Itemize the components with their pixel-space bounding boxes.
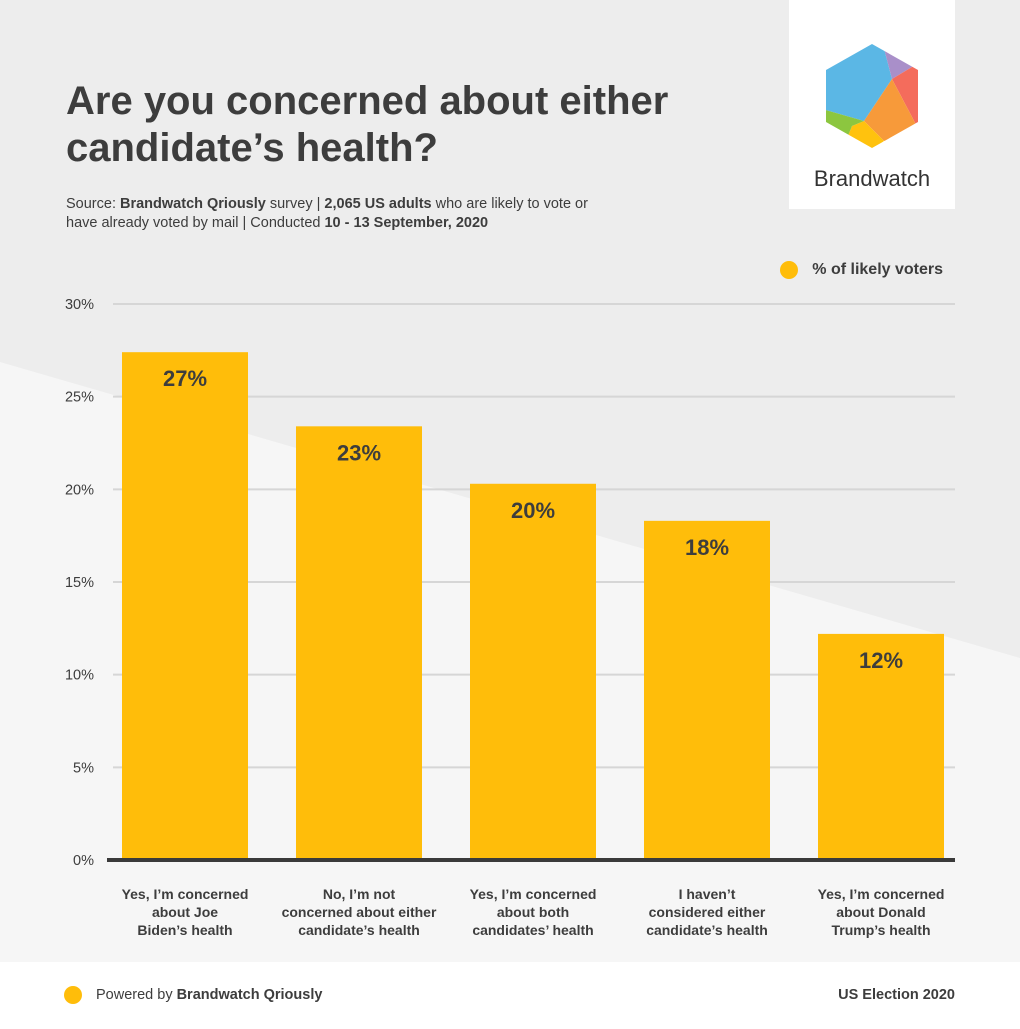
footer: Powered by Brandwatch Qriously US Electi… — [0, 962, 1020, 1029]
category-label-line: No, I’m not — [323, 886, 396, 902]
category-label-line: I haven’t — [679, 886, 736, 902]
category-label: I haven’t considered either candidate’s he… — [646, 886, 768, 938]
category-label-line: considered either — [649, 904, 766, 920]
data-label: 20% — [511, 498, 555, 523]
category-label-line: concerned about either — [282, 904, 437, 920]
bar — [818, 633, 944, 860]
brand-logo-text: Brandwatch — [813, 166, 931, 191]
category-label-line: Biden’s health — [137, 922, 232, 938]
category-label-line: Trump’s health — [831, 922, 930, 938]
footer-powered-brand: Brandwatch Qriously — [176, 987, 323, 1003]
category-label-line: about Donald — [836, 904, 925, 920]
category-label: Yes, I’m concerned about Donald Trump’s he… — [818, 886, 945, 938]
bar-chart: 0% 5% 10% 15% 20% 25% 30% 27% Yes, I’m concerned… — [65, 297, 955, 938]
brandwatch-hexagon-icon — [826, 44, 918, 148]
category-label-line: Yes, I’m concerned — [818, 886, 945, 902]
y-tick-label: 20% — [65, 482, 94, 498]
category-label-line: about Joe — [152, 904, 218, 920]
category-label: No, I’m not concerned about either candida… — [282, 886, 437, 938]
source-sample: 2,065 US adults — [324, 196, 432, 212]
y-tick-label: 0% — [73, 853, 94, 869]
category-label-line: candidates’ health — [472, 922, 593, 938]
footer-powered-prefix: Powered by — [96, 987, 173, 1003]
category-label-line: candidate’s health — [646, 922, 768, 938]
legend-dot-icon — [780, 261, 799, 279]
y-tick-label: 30% — [65, 297, 94, 313]
y-tick-label: 10% — [65, 668, 94, 684]
category-label: Yes, I’m concerned about Joe Biden’s healt… — [122, 886, 249, 938]
source-desc: who are likely to vote or have already v… — [66, 196, 588, 231]
category-label-line: about both — [497, 904, 569, 920]
source-prefix: Source: — [66, 196, 120, 212]
y-tick-label: 15% — [65, 575, 94, 591]
data-label: 23% — [337, 440, 381, 465]
bar — [644, 520, 770, 860]
data-label: 18% — [685, 535, 729, 560]
footer-election-label: US Election 2020 — [838, 987, 955, 1003]
footer-dot-icon — [64, 986, 82, 1004]
source-note: Source: Brandwatch Qriously survey | 2,0… — [66, 195, 606, 233]
legend-label: % of likely voters — [812, 261, 943, 278]
brand-logo-card: Brandwatch — [789, 0, 955, 209]
category-label: Yes, I’m concerned about both candidates’ … — [470, 886, 597, 938]
y-tick-label: 5% — [73, 760, 94, 776]
category-label-line: candidate’s health — [298, 922, 420, 938]
footer-powered-by: Powered by Brandwatch Qriously — [64, 986, 322, 1004]
bar — [296, 426, 422, 860]
source-dates: 10 - 13 September, 2020 — [324, 215, 489, 231]
source-middle: survey | — [265, 196, 325, 212]
bar — [470, 483, 596, 860]
chart-legend: % of likely voters — [780, 261, 943, 279]
y-tick-label: 25% — [65, 390, 94, 406]
data-label: 27% — [163, 366, 207, 391]
category-label-line: Yes, I’m concerned — [470, 886, 597, 902]
bar — [122, 352, 248, 860]
category-label-line: Yes, I’m concerned — [122, 886, 249, 902]
data-label: 12% — [859, 648, 903, 673]
page-title: Are you concerned about either candidate… — [66, 79, 669, 170]
source-brand: Brandwatch Qriously — [120, 196, 266, 212]
